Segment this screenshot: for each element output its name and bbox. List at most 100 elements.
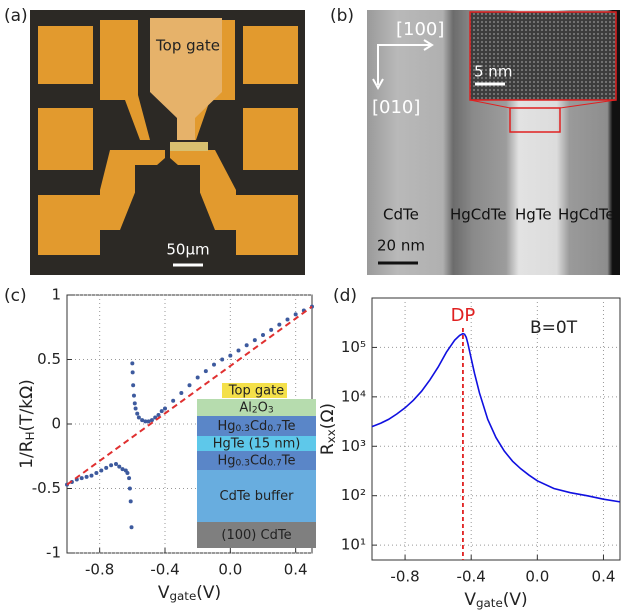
panel-a: (a) Top gate 50μm <box>4 6 305 275</box>
data-point <box>128 487 132 491</box>
layer-label-part: 0.3 <box>236 424 251 434</box>
inset-scale-label: 5 nm <box>474 63 512 81</box>
scale-bar-label: 20 nm <box>377 237 425 255</box>
layer-label-part: Cd <box>250 419 267 434</box>
layer-label-part: (100) CdTe <box>221 528 291 543</box>
layer-label-part: Top gate <box>228 383 284 398</box>
region-label: HgTe <box>515 206 552 224</box>
scale-bar-label: 50μm <box>166 241 209 259</box>
data-point <box>131 370 135 374</box>
data-point <box>160 409 164 413</box>
layer-label-part: HgTe (15 nm) <box>213 436 301 451</box>
plot-frame <box>372 298 620 560</box>
data-point <box>237 348 241 352</box>
data-point <box>130 361 134 365</box>
layer-label: (100) CdTe <box>221 528 291 543</box>
x-tick-label: 0.4 <box>284 561 308 579</box>
data-point <box>228 354 232 358</box>
y-tick-label: 10³ <box>341 437 366 455</box>
layer-label-part: Hg <box>217 453 235 468</box>
layer-label-part: Hg <box>217 419 235 434</box>
layer-label-part: 0.3 <box>236 459 251 469</box>
panel-label: (a) <box>4 6 28 26</box>
bottom-region <box>135 165 200 275</box>
chart: (d)-0.8-0.40.00.410¹10²10³10⁴10⁵Vgate(V)… <box>318 286 620 610</box>
y-axis-label-part: (Ω) <box>318 403 338 429</box>
data-point <box>294 312 298 316</box>
x-axis-label-part: V <box>158 583 170 603</box>
x-axis-label-part: V <box>464 590 476 610</box>
y-axis-label-part: (T/kΩ) <box>17 379 37 431</box>
layer-label: CdTe buffer <box>220 489 295 504</box>
data-point <box>130 525 134 529</box>
data-point <box>163 407 167 411</box>
data-point <box>261 333 265 337</box>
data-point <box>125 471 129 475</box>
marker-label: DP <box>451 305 476 326</box>
data-point <box>133 401 137 405</box>
inset-image <box>470 12 616 100</box>
y-tick-label: 10¹ <box>341 536 366 554</box>
data-point <box>150 418 154 422</box>
data-point <box>286 318 290 322</box>
layer-label: Hg0.3Cd0.7Te <box>217 419 295 435</box>
region-label: HgCdTe <box>450 206 507 224</box>
y-axis-label-part: xx <box>324 429 338 443</box>
x-tick-label: -0.8 <box>85 561 114 579</box>
layer-label-part: Te <box>281 453 296 468</box>
x-tick-label: 0.4 <box>592 568 616 586</box>
hall-bar <box>170 142 208 151</box>
data-point <box>109 463 113 467</box>
data-point <box>277 323 281 327</box>
layer-label-part: Al <box>239 400 252 415</box>
data-point <box>135 412 139 416</box>
y-axis-label-part: H <box>23 431 37 440</box>
y-tick-label: 10⁵ <box>341 338 366 356</box>
x-axis-label-part: (V) <box>196 583 221 603</box>
data-point <box>104 466 108 470</box>
x-tick-label: -0.4 <box>150 561 179 579</box>
layer-label-part: 3 <box>268 406 274 416</box>
y-tick-label: -1 <box>46 544 61 562</box>
x-axis-label: Vgate(V) <box>158 583 221 603</box>
annotation: B=0T <box>530 318 578 338</box>
data-point <box>253 338 257 342</box>
data-point <box>188 383 192 387</box>
region-label: HgCdTe <box>558 206 615 224</box>
data-point <box>269 328 273 332</box>
y-tick-label: 0.5 <box>37 350 61 368</box>
layer-label-part: O <box>258 400 268 415</box>
x-axis-label-part: gate <box>476 596 503 610</box>
y-tick-label: 0 <box>51 415 61 433</box>
data-point <box>171 399 175 403</box>
y-tick-label: 10⁴ <box>341 387 366 405</box>
y-axis-label-part: 1/R <box>17 440 37 469</box>
data-point <box>127 476 131 480</box>
data-point <box>131 383 135 387</box>
layer-label-part: 0.7 <box>267 459 282 469</box>
direction-label: [100] <box>396 19 444 40</box>
layer-label-part: Cd <box>250 453 267 468</box>
x-axis-label-part: gate <box>169 589 196 603</box>
x-tick-label: -0.4 <box>457 568 486 586</box>
data-point <box>114 462 118 466</box>
data-point <box>137 416 141 420</box>
data-point <box>129 499 133 503</box>
figure: (a) Top gate 50μm (b) 5 nm [100] [010] C… <box>0 0 625 610</box>
data-point <box>134 407 138 411</box>
x-axis-label-part: (V) <box>503 590 528 610</box>
panel-label: (d) <box>333 286 357 306</box>
data-point <box>90 474 94 478</box>
data-point <box>179 391 183 395</box>
layer-label: HgTe (15 nm) <box>213 436 301 451</box>
data-point <box>99 468 103 472</box>
data-point <box>132 394 136 398</box>
data-point <box>94 471 98 475</box>
top-gate-label: Top gate <box>155 37 220 55</box>
data-point <box>117 465 121 469</box>
data-point <box>245 343 249 347</box>
x-axis-label: Vgate(V) <box>464 590 527 610</box>
y-tick-label: -0.5 <box>32 479 61 497</box>
data-point <box>220 358 224 362</box>
